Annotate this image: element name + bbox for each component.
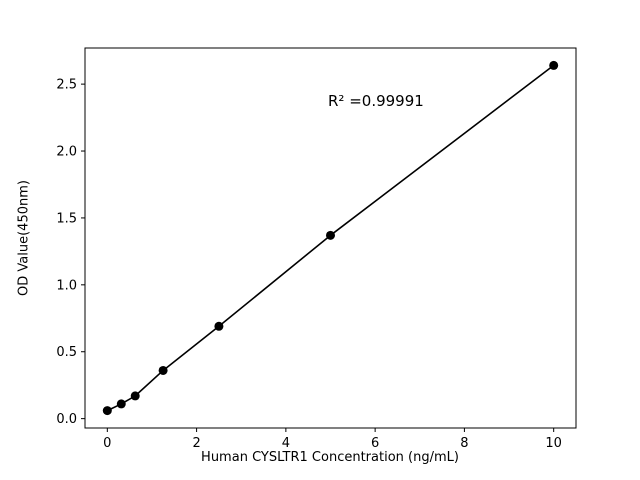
x-tick-label: 6	[371, 436, 379, 451]
data-point	[214, 321, 224, 331]
data-point	[158, 365, 168, 375]
x-tick-label: 4	[282, 436, 290, 451]
data-point	[326, 230, 335, 240]
data-point	[102, 406, 112, 416]
x-tick-label: 8	[460, 436, 468, 451]
x-axis-label: Human CYSLTR1 Concentration (ng/mL)	[201, 450, 459, 465]
y-axis-label: OD Value(450nm)	[16, 180, 32, 296]
r-squared-annotation: R² =0.99991	[328, 92, 424, 110]
plot-border	[84, 47, 577, 429]
y-tick-label: 2.5	[56, 78, 77, 93]
data-point	[116, 399, 126, 409]
y-tick-label: 0.5	[56, 345, 77, 360]
x-tick-label: 2	[192, 436, 200, 451]
y-tick-label: 2.0	[56, 145, 77, 160]
x-tick-label: 10	[545, 436, 562, 451]
x-tick-label: 0	[103, 436, 111, 451]
y-tick-label: 1.5	[56, 211, 77, 226]
data-point	[549, 60, 559, 70]
data-point	[130, 391, 140, 401]
y-tick-label: 0.0	[56, 412, 77, 427]
y-tick-label: 1.0	[56, 278, 77, 293]
